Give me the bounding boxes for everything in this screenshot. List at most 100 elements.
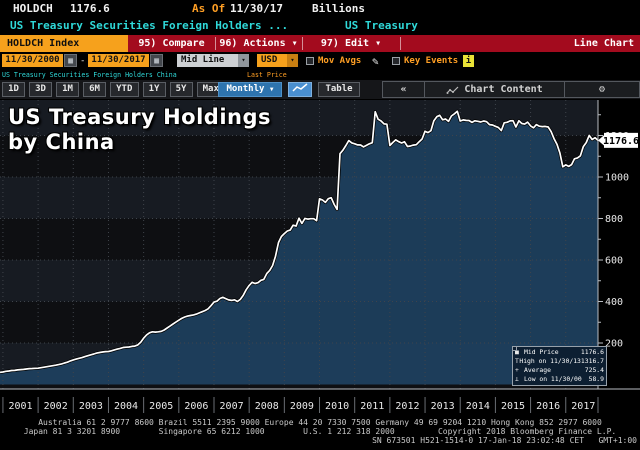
chevron-down-icon: ▼ — [269, 86, 274, 93]
chart-content-button[interactable]: Chart Content — [424, 81, 564, 98]
last-price-label: Last Price — [247, 71, 287, 79]
info-icon[interactable]: i — [463, 55, 474, 67]
x-axis-year-label: 2008 — [255, 401, 279, 412]
price-line — [0, 110, 599, 374]
last-value-box — [604, 132, 638, 148]
chart-area[interactable]: 2004006008001000120020012002200320042005… — [0, 100, 640, 414]
calendar-icon[interactable]: ▦ — [150, 54, 163, 67]
legend-row-mid: ■ Mid Price 1176.6 — [515, 348, 604, 356]
chevron-down-icon[interactable]: ▾ — [238, 54, 249, 67]
header-row: HOLDCH 1176.6 As Of 11/30/17 Billions — [0, 0, 640, 17]
x-axis-year-label: 2003 — [79, 401, 103, 412]
mid-price-marker-icon: ■ — [515, 348, 519, 356]
ticker-index-button[interactable]: HOLDCH Index — [0, 35, 128, 52]
chart-content-icon — [446, 86, 459, 94]
x-axis-year-label: 2006 — [184, 401, 208, 412]
x-axis-year-label: 2012 — [395, 401, 419, 412]
x-axis-year-label: 2014 — [466, 401, 490, 412]
high-marker-icon: T — [515, 357, 519, 365]
mov-avgs-label: Mov Avgs — [318, 56, 362, 66]
date-range-dash: - — [80, 56, 86, 66]
x-axis-year-label: 2015 — [501, 401, 525, 412]
price-chart[interactable]: 2004006008001000120020012002200320042005… — [0, 100, 640, 414]
legend-row-average: + Average 725.4 — [515, 366, 604, 374]
x-axis-year-label: 2013 — [431, 401, 455, 412]
x-axis-year-label: 2002 — [44, 401, 68, 412]
calendar-icon[interactable]: ▦ — [64, 54, 77, 67]
menu-separator — [400, 37, 401, 50]
legend-row-low: ⊥ Low on 11/30/00 58.9 — [515, 375, 604, 383]
pencil-icon[interactable]: ✎ — [372, 55, 379, 68]
low-marker-icon: ⊥ — [515, 375, 519, 383]
range-tab-3d[interactable]: 3D — [29, 82, 52, 97]
subtitle-row: US Treasury Securities Foreign Holders C… — [0, 70, 640, 80]
currency-select[interactable]: USD ▾ — [257, 54, 298, 67]
date-to-input[interactable]: 11/30/2017 — [88, 54, 149, 67]
chart-type-label: Line Chart — [573, 38, 634, 49]
x-axis-year-label: 2010 — [325, 401, 349, 412]
y-tick-label: 400 — [605, 297, 623, 308]
area-fill — [0, 111, 598, 385]
menu-item-compare[interactable]: 95) Compare — [138, 38, 205, 49]
as-of-label: As Of — [192, 2, 226, 15]
mov-avgs-checkbox[interactable] — [306, 57, 314, 65]
y-tick-label: 200 — [605, 339, 623, 350]
footer: Australia 61 2 9777 8600 Brazil 5511 239… — [0, 414, 640, 450]
x-axis-year-label: 2001 — [8, 401, 32, 412]
range-tab-1y[interactable]: 1Y — [142, 82, 166, 97]
x-axis-year-label: 2009 — [290, 401, 314, 412]
as-of-date: 11/30/17 — [230, 2, 283, 15]
key-events-label: Key Events — [404, 56, 459, 66]
ticker-symbol: HOLDCH — [13, 2, 53, 15]
y-tick-label: 800 — [605, 214, 623, 225]
tabbar: 1D 3D 1M 6M YTD 1Y 5Y Max Monthly ▼ Table « Cha… — [0, 80, 640, 99]
description-row: US Treasury Securities Foreign Holders .… — [0, 17, 640, 34]
legend-row-high: T High on 11/30/13 1316.7 — [515, 357, 604, 365]
x-axis-year-label: 2005 — [149, 401, 173, 412]
range-tab-max[interactable]: Max — [196, 82, 225, 97]
footer-contacts-line2: Japan 81 3 3201 8900 Singapore 65 6212 1… — [23, 427, 617, 436]
menu-separator — [302, 37, 303, 50]
range-tab-6m[interactable]: 6M — [83, 82, 106, 97]
chevron-down-icon[interactable]: ▾ — [287, 54, 298, 67]
line-chart-view-button[interactable] — [288, 82, 312, 97]
chart-legend[interactable]: ■ Mid Price 1176.6 T High on 11/30/13 13… — [512, 346, 607, 386]
x-axis-year-label: 2016 — [536, 401, 560, 412]
settings-button[interactable]: ⚙ — [564, 81, 640, 98]
units-label: Billions — [312, 2, 365, 15]
menubar: HOLDCH Index 95) Compare 96) Actions ▾ 97)… — [0, 35, 640, 52]
x-axis-year-label: 2004 — [114, 401, 138, 412]
legend-collapse-handle[interactable] — [512, 346, 517, 351]
range-tab-1m[interactable]: 1M — [56, 82, 79, 97]
key-events-checkbox[interactable] — [392, 57, 400, 65]
x-axis-year-label: 2017 — [571, 401, 595, 412]
range-tab-1d[interactable]: 1D — [2, 82, 25, 97]
last-value-pointer — [598, 134, 605, 147]
controls-row: 11/30/2000 ▦ - 11/30/2017 ▦ Mid Line ▾ U… — [0, 53, 640, 70]
security-subtitle: US Treasury Securities Foreign Holders C… — [2, 71, 177, 79]
collapse-icon: « — [400, 84, 407, 95]
last-value-label: 1176.6 — [603, 136, 639, 147]
x-axis-year-label: 2011 — [360, 401, 384, 412]
range-tab-ytd[interactable]: YTD — [110, 82, 139, 97]
tabbar-right-cluster: « Chart Content ⚙ — [382, 81, 640, 98]
period-dropdown[interactable]: Monthly ▼ — [218, 82, 282, 97]
footer-contacts-line1: Australia 61 2 9777 8600 Brazil 5511 239… — [38, 418, 602, 427]
field-select[interactable]: Mid Line ▾ — [177, 54, 249, 67]
security-description: US Treasury Securities Foreign Holders .… — [10, 19, 289, 32]
background-band — [0, 384, 598, 389]
x-axis-year-label: 2007 — [220, 401, 244, 412]
gear-icon: ⚙ — [598, 84, 606, 95]
security-description-short: US Treasury — [345, 19, 418, 32]
ticker-value: 1176.6 — [70, 2, 110, 15]
menu-item-edit[interactable]: 97) Edit ▾ — [320, 38, 382, 49]
range-tab-5y[interactable]: 5Y — [169, 82, 193, 97]
table-view-button[interactable]: Table — [318, 82, 360, 97]
date-from-input[interactable]: 11/30/2000 — [2, 54, 63, 67]
collapse-panel-button[interactable]: « — [382, 81, 424, 98]
menu-item-actions[interactable]: 96) Actions ▾ — [219, 38, 298, 49]
line-chart-icon — [292, 83, 308, 92]
menu-separator — [215, 37, 216, 50]
y-tick-label: 600 — [605, 256, 623, 267]
